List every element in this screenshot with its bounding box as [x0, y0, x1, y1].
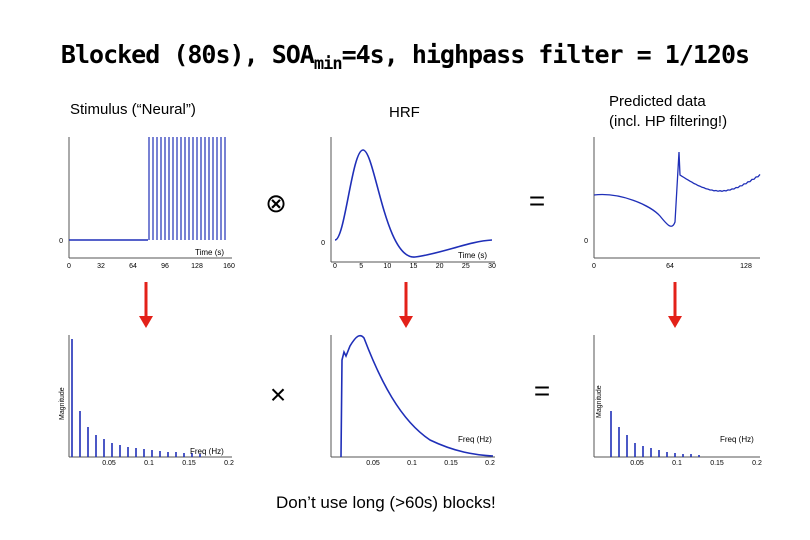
stimulus-freq-bars: [71, 339, 201, 457]
equals-operator-top: =: [529, 185, 545, 216]
hrf-time-tick: 30: [488, 263, 496, 270]
predicted-freq-tick: 0.05: [630, 460, 644, 467]
stimulus-spikes: [148, 137, 226, 240]
equals-operator-bottom: =: [534, 375, 550, 406]
times-operator: ×: [270, 379, 286, 410]
predicted-freq-tick: 0.2: [752, 460, 762, 467]
predicted-curve: [593, 151, 761, 227]
predicted-label-line2: (incl. HP filtering!): [609, 113, 728, 130]
hrf-curve: [334, 149, 493, 258]
hrf-time-panel: 0 Time (s) 0 5 10 15 20 25 30: [321, 137, 496, 270]
predicted-freq-tick: 0.15: [710, 460, 724, 467]
footer-note: Don’t use long (>60s) blocks!: [276, 493, 496, 512]
stimulus-time-tick: 64: [129, 263, 137, 270]
arrow-hrf: [399, 282, 413, 328]
stimulus-freq-tick: 0.05: [102, 460, 116, 467]
stimulus-time-tick: 160: [223, 263, 235, 270]
stimulus-label: Stimulus (“Neural”): [70, 101, 196, 118]
predicted-time-panel: 0 0 64 128: [584, 137, 761, 270]
predicted-freq-axis-label: Freq (Hz): [720, 435, 754, 444]
stimulus-time-tick: 128: [191, 263, 203, 270]
hrf-time-axis-label: Time (s): [458, 251, 487, 260]
hrf-time-y-tick: 0: [321, 240, 325, 247]
stimulus-freq-panel: Magnitude Freq (Hz) 0.05 0.1 0.15 0.2: [59, 335, 234, 467]
predicted-time-ticks: 0 64 128: [592, 263, 752, 270]
predicted-freq-y-label: Magnitude: [596, 385, 603, 418]
stimulus-time-tick: 32: [97, 263, 105, 270]
stimulus-time-tick: 0: [67, 263, 71, 270]
hrf-freq-tick: 0.05: [366, 460, 380, 467]
hrf-time-tick: 15: [410, 263, 418, 270]
hrf-freq-panel: Freq (Hz) 0.05 0.1 0.15 0.2: [330, 334, 495, 467]
arrow-predicted: [668, 282, 682, 328]
stimulus-time-panel: 0 Time (s) 0 32 64 96 128 160: [59, 137, 235, 270]
predicted-time-y-tick: 0: [584, 238, 588, 245]
hrf-time-tick: 10: [383, 263, 391, 270]
hrf-freq-axis-label: Freq (Hz): [458, 435, 492, 444]
stimulus-freq-tick: 0.1: [144, 460, 154, 467]
hrf-time-tick: 20: [436, 263, 444, 270]
arrow-stimulus: [139, 282, 153, 328]
predicted-label-line1: Predicted data: [609, 93, 706, 110]
stimulus-time-axis-label: Time (s): [195, 248, 224, 257]
stimulus-freq-ticks: 0.05 0.1 0.15 0.2: [102, 460, 234, 467]
hrf-time-tick: 0: [333, 263, 337, 270]
predicted-time-tick: 128: [740, 263, 752, 270]
stimulus-freq-tick: 0.15: [182, 460, 196, 467]
stimulus-time-y-tick: 0: [59, 238, 63, 245]
predicted-time-tick: 0: [592, 263, 596, 270]
hrf-time-ticks: 0 5 10 15 20 25 30: [333, 263, 496, 270]
stimulus-freq-y-label: Magnitude: [59, 387, 66, 420]
predicted-freq-tick: 0.1: [672, 460, 682, 467]
predicted-freq-panel: Magnitude Freq (Hz) 0.05 0.1 0.15 0.2: [593, 335, 762, 467]
page-title: Blocked (80s), SOAmin=4s, highpass filte…: [60, 40, 750, 74]
hrf-freq-ticks: 0.05 0.1 0.15 0.2: [366, 460, 495, 467]
hrf-freq-tick: 0.2: [485, 460, 495, 467]
hrf-time-tick: 25: [462, 263, 470, 270]
hrf-freq-tick: 0.15: [444, 460, 458, 467]
predicted-time-tick: 64: [666, 263, 674, 270]
stimulus-time-ticks: 0 32 64 96 128 160: [67, 263, 235, 270]
stimulus-time-tick: 96: [161, 263, 169, 270]
hrf-freq-curve: [340, 334, 494, 458]
convolve-operator: ⊗: [265, 188, 287, 218]
hrf-label: HRF: [389, 104, 420, 121]
stimulus-freq-tick: 0.2: [224, 460, 234, 467]
hrf-time-tick: 5: [359, 263, 363, 270]
predicted-freq-bars: [610, 411, 700, 457]
hrf-freq-tick: 0.1: [407, 460, 417, 467]
predicted-label: Predicted data (incl. HP filtering!): [609, 92, 727, 132]
predicted-freq-ticks: 0.05 0.1 0.15 0.2: [630, 460, 762, 467]
stimulus-freq-axis-label: Freq (Hz): [190, 447, 224, 456]
